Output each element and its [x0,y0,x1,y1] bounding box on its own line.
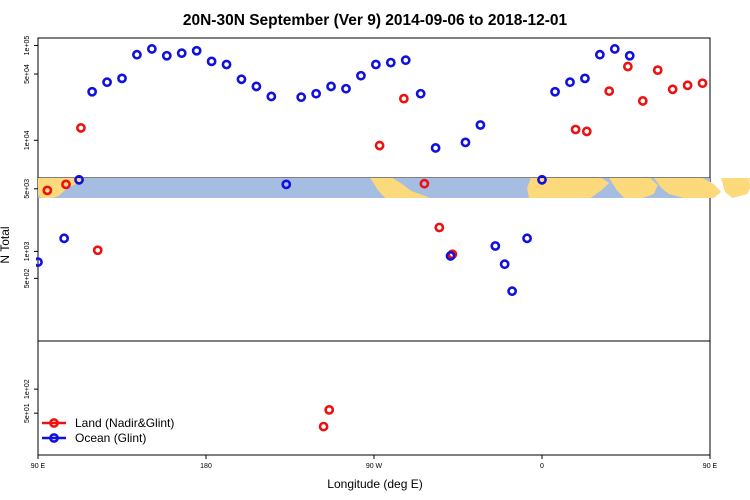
plot-panels [37,37,711,456]
data-point-ocean [400,55,411,66]
x-tick-label: 90 E [31,463,46,470]
data-point-ocean [102,77,112,88]
data-point-land [398,93,409,104]
data-point-land [682,80,693,91]
y-tick-label: 5e+01 [24,403,31,423]
data-point-ocean [370,59,381,70]
data-point-ocean [311,88,322,99]
data-points [36,44,721,432]
y-tick-label: 1e+04 [24,130,31,150]
map-land-2 [527,178,610,198]
data-point-land [374,140,385,151]
data-point-ocean [191,45,202,56]
data-point-ocean [176,48,187,59]
data-point-land [419,178,430,189]
legend-label: Land (Nadir&Glint) [75,416,174,430]
data-point-ocean [281,179,292,190]
data-point-land [622,61,633,72]
data-point-land [652,65,663,76]
data-point-ocean [296,92,307,103]
y-axis-label: N Total [0,226,12,263]
y-tick-label: 5e+02 [24,268,31,288]
y-tick-label: 1e+05 [24,36,31,56]
data-point-ocean [609,44,620,54]
data-point-land [714,105,721,112]
data-point-ocean [522,233,532,244]
data-point-ocean [624,50,635,61]
data-point-ocean [565,77,575,88]
data-point-ocean [580,73,590,84]
data-point-land [604,86,615,97]
data-point-ocean [490,241,501,251]
legend-label: Ocean (Glint) [75,431,146,445]
legend: Land (Nadir&Glint)Ocean (Glint) [42,416,174,445]
panel-middle [37,177,711,342]
data-point-land [324,404,335,415]
y-tick-label: 5e+03 [24,179,31,199]
data-point-ocean [251,81,262,92]
data-point-land [667,84,678,95]
data-point-land [697,78,708,89]
y-axis-ticks: 1e+04 5e+04 1e+05 5e+02 1e+03 5e+03 5e+01 1e+02 [24,36,38,423]
data-point-ocean [59,233,70,244]
data-point-land [570,124,581,135]
data-point-ocean [594,49,605,60]
data-point-land [76,123,86,133]
data-point-land [318,421,329,432]
data-point-ocean [206,56,217,67]
data-point-land [92,245,103,256]
x-axis-label: Longitude (deg E) [327,477,422,491]
data-point-land [42,185,53,196]
data-point-ocean [161,50,172,61]
data-point-ocean [475,120,486,130]
map-land-4 [654,178,722,198]
data-point-ocean [385,57,396,68]
map-land-1 [370,178,430,198]
data-point-ocean [74,174,84,185]
data-point-land [434,222,445,233]
data-point-ocean [236,74,247,85]
data-point-ocean [507,286,518,297]
data-point-ocean [146,44,157,54]
legend-marker [49,433,59,443]
world-map-strip [38,178,750,198]
data-point-ocean [415,88,426,99]
map-land-6 [747,178,750,183]
legend-marker [49,418,59,428]
map-land-3 [609,178,658,198]
y-tick-label: 5e+04 [24,64,31,84]
data-point-ocean [36,257,43,267]
chart-title: 20N-30N September (Ver 9) 2014-09-06 to … [183,12,568,29]
x-tick-label: 90 W [366,463,383,470]
data-point-ocean [132,49,142,60]
map-land-5 [721,178,750,198]
data-point-ocean [87,86,98,97]
data-point-ocean [499,259,510,270]
y-tick-label: 1e+02 [24,379,31,399]
data-point-ocean [266,91,277,102]
data-point-ocean [341,83,351,94]
data-point-ocean [221,59,232,70]
x-tick-label: 90 E [703,463,718,470]
data-point-land [637,96,648,106]
data-point-ocean [356,70,366,81]
data-point-ocean [460,137,471,148]
data-point-ocean [445,251,456,261]
x-tick-label: 180 [200,463,212,470]
data-point-ocean [117,73,127,84]
x-axis-ticks: 90 E 180 90 W 0 90 E [31,455,718,470]
data-point-ocean [537,174,547,185]
y-tick-label: 1e+03 [24,241,31,261]
data-point-land [581,126,592,137]
data-point-ocean [430,143,441,153]
x-tick-label: 0 [540,463,544,470]
data-point-ocean [326,81,336,92]
data-point-land [61,179,71,190]
data-point-ocean [550,86,560,97]
